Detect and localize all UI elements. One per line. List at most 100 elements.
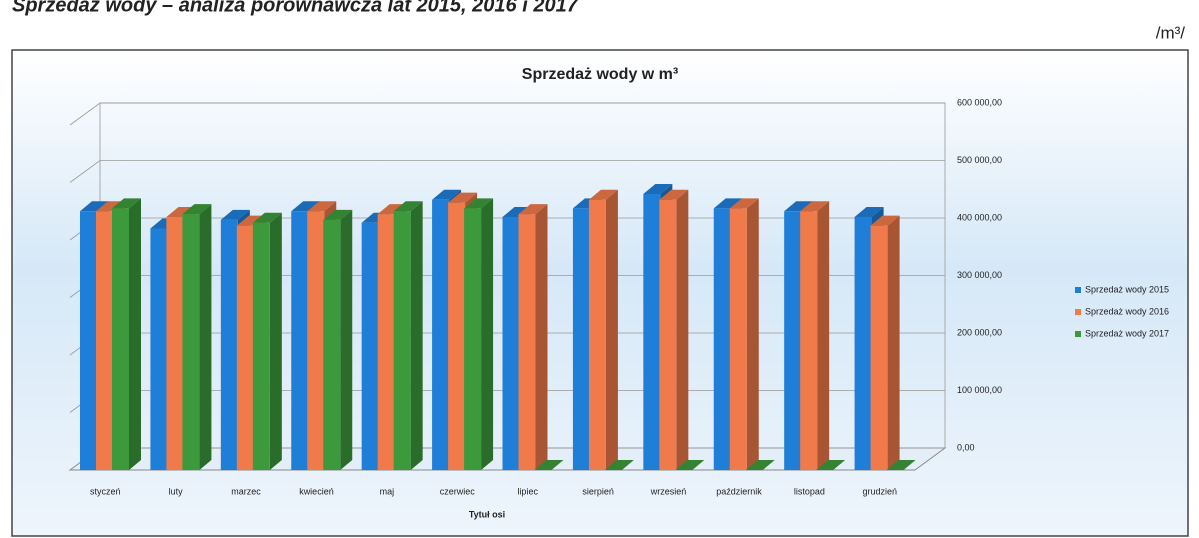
bar [323,209,353,470]
bar [729,198,759,470]
bar-front [659,199,677,470]
bar-front [432,199,450,470]
bar-side [481,198,494,470]
bar-top [393,201,423,212]
bar-top [323,209,353,220]
bar-top [816,460,846,470]
heading: Sprzedaż wody – analiza porównawcza lat … [12,0,579,16]
plot: 0,00 100 000,00 200 000,00 300 000,00 400 00… [68,97,1169,496]
bar [745,460,775,470]
bar-front [393,211,411,470]
x-axis-label: Tytuł osi [469,509,505,519]
bar-front [182,214,200,470]
unit: /m³/ [1156,23,1186,42]
x-tick-label: październik [716,486,762,496]
bar-side [676,189,689,470]
bar [886,460,916,470]
bar-top [182,204,212,215]
bar-top [518,204,548,215]
bar-side [887,215,900,470]
chart-title: Sprzedaż wody w m³ [522,66,678,83]
legend-label: Sprzedaż wody 2017 [1085,328,1169,338]
bar-top [112,198,141,209]
bar-top [729,198,759,209]
bar-side [199,204,212,470]
y-tick-label: 400 000,00 [957,212,1002,222]
bar-side [129,198,141,470]
bar-front [572,208,590,470]
bar [518,204,548,470]
bar-side [269,212,282,470]
bar-top [854,207,884,217]
legend-swatch [1075,287,1081,293]
bar-top [604,460,634,470]
bar-front [713,208,731,470]
bar-front [96,211,113,470]
bar-front [464,208,482,470]
bar-front [729,208,747,470]
bar-front [377,214,395,470]
bar-front [307,211,325,470]
bar-front [291,211,309,470]
bar [588,189,618,470]
bar-front [236,225,254,470]
bar-top [80,201,109,212]
y-tick-label: 600 000,00 [957,97,1002,107]
bar-front [784,211,802,470]
bar-top [252,212,282,223]
y-tick-label: 0,00 [957,442,975,452]
bar-front [323,219,341,470]
bar-front [854,217,872,470]
x-tick-label: marzec [231,486,261,496]
y-tick-label: 200 000,00 [957,327,1002,337]
bar [659,189,689,470]
bar-top [675,460,705,470]
x-tick-label: sierpień [582,486,614,496]
bar-front [252,222,270,470]
bar-top [432,189,462,200]
bar-top [800,201,830,212]
bar [534,460,564,470]
bar-front [643,194,661,470]
bar-top [886,460,916,470]
bar-top [784,201,814,212]
bar-top [307,201,337,212]
bar-top [291,201,321,212]
grid-line [69,160,945,183]
bar-top [220,209,250,220]
bar-front [870,225,888,470]
bar-front [112,208,129,470]
grid-line [69,102,945,126]
x-tick-label: lipiec [517,486,538,496]
y-tick-label: 300 000,00 [957,270,1002,280]
bar [816,460,846,470]
bar-side [746,198,759,470]
bar [182,204,212,470]
x-tick-label: wrzesień [650,486,687,496]
bar-top [448,192,478,203]
bar-top [659,189,689,200]
bar-front [361,222,379,470]
bar-top [745,460,775,470]
bar-front [166,217,184,470]
bar-side [535,204,548,470]
bar-front [502,217,520,470]
bar-side [817,201,830,470]
legend-label: Sprzedaż wody 2015 [1085,284,1169,294]
bar-front [800,211,818,470]
legend-label: Sprzedaż wody 2016 [1085,306,1169,316]
legend-swatch [1075,331,1081,337]
x-tick-label: czerwiec [440,486,476,496]
x-tick-label: styczeń [90,486,121,496]
bar [112,198,141,470]
bar-top [588,189,618,200]
bar-top [870,215,900,226]
bar-front [80,211,97,470]
x-tick-label: grudzień [863,486,898,496]
bar-side [410,201,423,470]
bar-side [605,189,618,470]
bar-top [534,460,564,470]
x-tick-label: kwiecień [299,486,334,496]
x-tick-label: luty [169,486,184,496]
